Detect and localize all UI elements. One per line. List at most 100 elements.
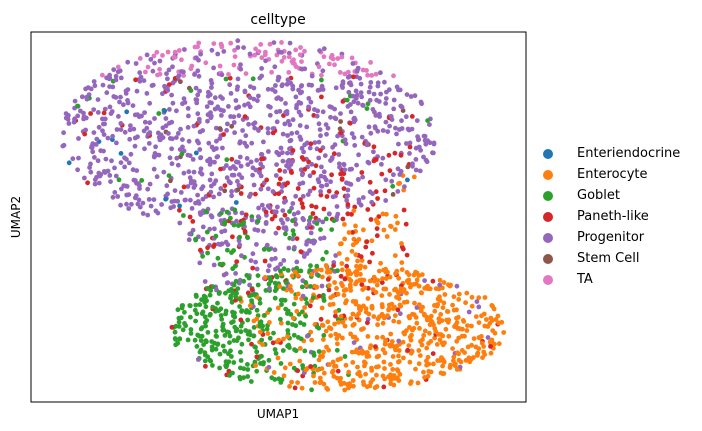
scatter-point [384, 276, 389, 281]
scatter-point [388, 224, 394, 230]
scatter-point [305, 192, 311, 198]
scatter-point [272, 89, 278, 94]
scatter-point [387, 342, 392, 348]
scatter-point [155, 130, 161, 136]
scatter-point [243, 71, 249, 76]
scatter-point [309, 161, 315, 167]
scatter-point [193, 302, 199, 308]
scatter-point [319, 267, 324, 273]
scatter-point [404, 290, 409, 296]
scatter-point [417, 168, 423, 174]
scatter-point [235, 38, 241, 44]
scatter-point [118, 151, 124, 156]
scatter-point [422, 328, 428, 334]
scatter-point [353, 299, 358, 304]
scatter-point [253, 191, 258, 197]
scatter-point [209, 344, 215, 350]
scatter-point [116, 177, 122, 183]
scatter-point [308, 99, 314, 105]
scatter-point [359, 327, 364, 332]
scatter-point [321, 370, 327, 376]
scatter-point [353, 281, 358, 287]
scatter-point [421, 333, 427, 338]
scatter-point [431, 141, 437, 147]
scatter-point [473, 314, 479, 319]
scatter-point [217, 126, 223, 131]
scatter-point [237, 139, 243, 145]
scatter-point [354, 313, 360, 319]
scatter-point [361, 227, 366, 233]
scatter-point [336, 319, 341, 325]
scatter-point [295, 186, 301, 191]
scatter-point [368, 217, 374, 222]
scatter-point [132, 143, 138, 149]
scatter-point [238, 191, 244, 196]
scatter-point [355, 258, 360, 264]
scatter-point [416, 361, 422, 367]
scatter-point [181, 213, 186, 218]
scatter-point [344, 198, 350, 203]
scatter-point [250, 76, 256, 82]
scatter-point [413, 167, 419, 173]
scatter-point [82, 175, 87, 181]
scatter-point [273, 266, 278, 272]
legend-item: Paneth-like [540, 206, 680, 227]
scatter-point [379, 293, 385, 298]
scatter-point [177, 336, 183, 342]
scatter-point [345, 202, 351, 207]
scatter-point [384, 89, 389, 95]
scatter-point [236, 182, 242, 188]
scatter-point [348, 182, 354, 187]
scatter-point [365, 159, 371, 165]
scatter-point [383, 101, 389, 106]
scatter-point [118, 127, 124, 132]
scatter-point [234, 326, 240, 332]
scatter-point [96, 124, 102, 130]
scatter-point [227, 166, 233, 171]
scatter-point [362, 363, 367, 369]
scatter-point [204, 318, 210, 323]
scatter-point [177, 207, 182, 213]
scatter-point [172, 198, 177, 204]
scatter-point [395, 189, 401, 194]
scatter-point [239, 341, 245, 347]
scatter-point [228, 91, 234, 96]
scatter-point [130, 167, 136, 173]
scatter-point [285, 77, 291, 83]
scatter-point [368, 60, 373, 65]
scatter-point [104, 90, 110, 96]
scatter-point [147, 181, 153, 187]
scatter-point [196, 333, 202, 339]
scatter-point [447, 283, 453, 289]
scatter-point [378, 70, 383, 76]
scatter-point [261, 228, 266, 234]
scatter-point [283, 231, 288, 237]
scatter-point [145, 64, 151, 70]
scatter-point [396, 359, 402, 364]
scatter-point [175, 162, 181, 168]
scatter-point [465, 323, 470, 328]
scatter-point [354, 268, 360, 274]
scatter-point [291, 232, 297, 238]
scatter-point [398, 286, 404, 292]
scatter-point [462, 350, 467, 355]
scatter-point [495, 313, 501, 319]
scatter-point [83, 86, 88, 92]
scatter-point [203, 363, 208, 369]
scatter-point [339, 267, 345, 273]
scatter-point [112, 165, 117, 171]
scatter-point [443, 326, 449, 332]
scatter-point [283, 280, 289, 286]
scatter-point [254, 316, 260, 322]
scatter-point [283, 110, 289, 115]
scatter-point [364, 142, 370, 148]
scatter-point [92, 155, 97, 160]
scatter-point [408, 379, 414, 385]
legend-swatch [543, 274, 553, 285]
scatter-point [210, 284, 216, 290]
scatter-point [186, 138, 192, 144]
scatter-point [252, 292, 258, 297]
scatter-point [112, 190, 118, 195]
scatter-point [227, 333, 233, 339]
scatter-point [383, 198, 389, 203]
